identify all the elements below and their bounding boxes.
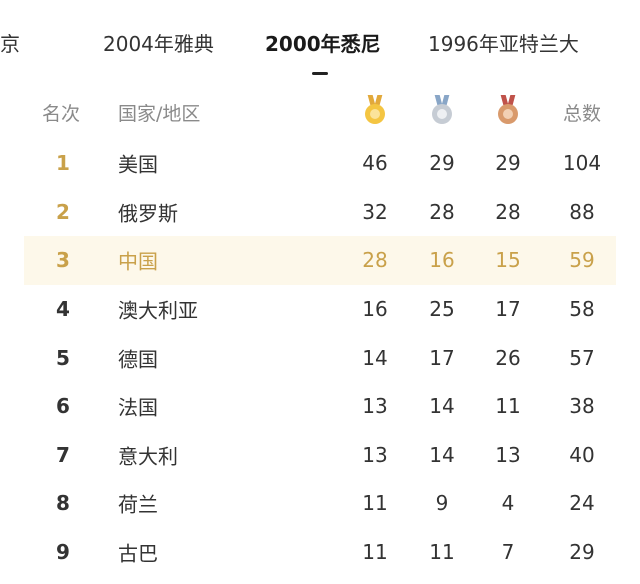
row-gold: 46: [362, 151, 388, 176]
header-country: 国家/地区: [118, 103, 201, 125]
row-country: 德国: [118, 347, 158, 372]
header-rank: 名次: [42, 103, 81, 125]
row-gold: 16: [362, 297, 388, 322]
row-rank: 3: [56, 248, 70, 273]
row-silver: 29: [429, 151, 455, 176]
row-total: 38: [569, 394, 595, 419]
header-total: 总数: [563, 103, 602, 125]
silver-medal-icon: [431, 95, 453, 127]
row-rank: 5: [56, 345, 70, 370]
table-row[interactable]: 8 荷兰 11 9 4 24: [0, 479, 640, 528]
row-bronze: 29: [495, 151, 521, 176]
row-silver: 28: [429, 199, 455, 224]
gold-medal-icon: [364, 95, 386, 127]
row-bronze: 7: [501, 540, 515, 565]
row-rank: 6: [56, 394, 70, 419]
tab-beijing[interactable]: 京: [0, 32, 20, 56]
row-bronze: 17: [495, 297, 521, 322]
table-row-highlighted[interactable]: 3 中国 28 16 15 59: [24, 236, 616, 285]
row-rank: 8: [56, 491, 70, 516]
row-total: 29: [569, 540, 595, 565]
row-bronze: 4: [501, 491, 515, 516]
row-country: 澳大利亚: [118, 298, 198, 323]
row-silver: 14: [429, 394, 455, 419]
row-total: 57: [569, 345, 595, 370]
table-row[interactable]: 5 德国 14 17 26 57: [0, 333, 640, 382]
row-country: 美国: [118, 152, 158, 177]
tab-1996-atlanta[interactable]: 1996年亚特兰大: [428, 32, 579, 56]
row-gold: 32: [362, 199, 388, 224]
row-country: 中国: [118, 249, 158, 274]
row-country: 法国: [118, 395, 158, 420]
row-total: 58: [569, 297, 595, 322]
active-tab-indicator: [312, 72, 328, 75]
row-silver: 25: [429, 297, 455, 322]
games-tabs: 京 2004年雅典 2000年悉尼 1996年亚特兰大: [0, 0, 640, 80]
row-bronze: 13: [495, 442, 521, 467]
row-silver: 9: [435, 491, 449, 516]
row-bronze: 11: [495, 394, 521, 419]
row-gold: 13: [362, 394, 388, 419]
row-silver: 16: [429, 248, 455, 273]
row-total: 59: [569, 248, 595, 273]
row-rank: 9: [56, 540, 70, 565]
row-total: 40: [569, 442, 595, 467]
row-total: 24: [569, 491, 595, 516]
row-gold: 11: [362, 540, 388, 565]
row-silver: 17: [429, 345, 455, 370]
table-row[interactable]: 1 美国 46 29 29 104: [0, 139, 640, 188]
bronze-medal-icon: [497, 95, 519, 127]
row-bronze: 26: [495, 345, 521, 370]
row-country: 荷兰: [118, 492, 158, 517]
table-row[interactable]: 7 意大利 13 14 13 40: [0, 431, 640, 480]
row-gold: 11: [362, 491, 388, 516]
row-rank: 1: [56, 151, 70, 176]
table-row[interactable]: 9 古巴 11 11 7 29: [0, 528, 640, 577]
row-rank: 4: [56, 297, 70, 322]
table-row[interactable]: 4 澳大利亚 16 25 17 58: [0, 285, 640, 334]
row-rank: 7: [56, 442, 70, 467]
table-header: 名次 国家/地区 总数: [0, 95, 640, 131]
table-row[interactable]: 2 俄罗斯 32 28 28 88: [0, 188, 640, 237]
row-total: 88: [569, 199, 595, 224]
row-bronze: 28: [495, 199, 521, 224]
tab-2000-sydney[interactable]: 2000年悉尼: [265, 32, 381, 56]
row-bronze: 15: [495, 248, 521, 273]
row-total: 104: [562, 151, 602, 176]
tab-2004-athens[interactable]: 2004年雅典: [103, 32, 214, 56]
row-silver: 14: [429, 442, 455, 467]
table-row[interactable]: 6 法国 13 14 11 38: [0, 382, 640, 431]
row-country: 意大利: [118, 444, 178, 469]
row-gold: 13: [362, 442, 388, 467]
row-rank: 2: [56, 199, 70, 224]
row-gold: 28: [362, 248, 388, 273]
row-country: 俄罗斯: [118, 201, 178, 226]
row-gold: 14: [362, 345, 388, 370]
medal-table: 1 美国 46 29 29 104 2 俄罗斯 32 28 28 88 3 中国…: [0, 139, 640, 576]
row-country: 古巴: [118, 541, 158, 566]
row-silver: 11: [429, 540, 455, 565]
